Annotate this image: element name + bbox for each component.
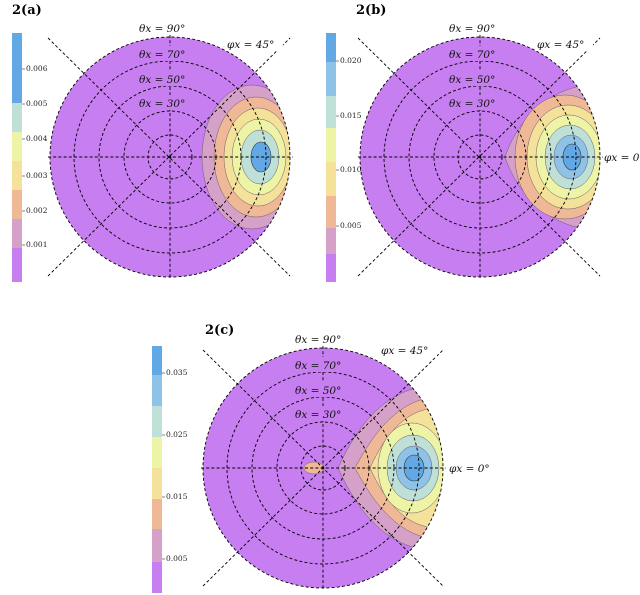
spoke-label: φx = 0 bbox=[604, 152, 640, 164]
colorbar: 0.005 0.015 0.025 0.035 bbox=[152, 346, 188, 593]
ring-label: θx = 90° bbox=[295, 334, 341, 346]
origin-dot bbox=[321, 466, 325, 470]
colorbar-band bbox=[326, 162, 336, 196]
colorbar: 0.005 0.010 0.015 0.020 bbox=[326, 33, 362, 282]
colorbar-tick-label: 0.006 bbox=[26, 64, 48, 73]
colorbar-band bbox=[12, 161, 22, 190]
ring-label: θx = 70° bbox=[449, 49, 495, 61]
spoke-label: φx = 45° bbox=[537, 39, 584, 51]
spoke bbox=[357, 37, 601, 277]
colorbar-band bbox=[152, 529, 162, 562]
ring-label: θx = 30° bbox=[139, 98, 185, 110]
colorbar-tick-label: 0.035 bbox=[166, 368, 188, 377]
spoke bbox=[47, 37, 291, 277]
colorbar-tick-label: 0.005 bbox=[26, 99, 48, 108]
outline bbox=[202, 347, 444, 589]
ring-label: θx = 30° bbox=[295, 409, 341, 421]
panel-a: 2(a) 0.001 0.002 0.003 0.004 0.005 0.006 bbox=[12, 3, 293, 282]
colorbar-band bbox=[326, 228, 336, 254]
angle-labels: θx = 90° θx = 70° θx = 50° θx = 30° φx =… bbox=[293, 331, 490, 475]
colorbar-band bbox=[12, 190, 22, 219]
spoke-label: φx = 45° bbox=[381, 345, 428, 357]
spoke-label: φx = 45° bbox=[227, 39, 274, 51]
panel-label: 2(c) bbox=[205, 323, 234, 338]
colorbar-band bbox=[152, 562, 162, 593]
colorbar: 0.001 0.002 0.003 0.004 0.005 0.006 bbox=[12, 33, 48, 282]
ring-label: θx = 90° bbox=[449, 23, 495, 35]
ring-label: θx = 50° bbox=[295, 385, 341, 397]
colorbar-band bbox=[152, 468, 162, 499]
colorbar-band bbox=[12, 103, 22, 132]
colorbar-band bbox=[152, 499, 162, 529]
colorbar-band bbox=[152, 375, 162, 406]
colorbar-band bbox=[152, 437, 162, 468]
colorbar-band bbox=[326, 62, 336, 96]
colorbar-tick-label: 0.015 bbox=[166, 492, 188, 501]
ring-90 bbox=[383, 60, 577, 254]
spoke bbox=[357, 37, 601, 277]
ring-label: θx = 70° bbox=[139, 49, 185, 61]
ring-label: θx = 30° bbox=[449, 98, 495, 110]
colorbar-band bbox=[326, 196, 336, 228]
colorbar-band bbox=[152, 406, 162, 437]
spoke-label: φx = 0° bbox=[449, 463, 490, 475]
outline bbox=[49, 36, 291, 278]
panel-c: 2(c) 0.005 0.015 0.025 0.035 bbox=[152, 323, 490, 593]
origin-dot bbox=[478, 155, 482, 159]
colorbar-tick-label: 0.004 bbox=[26, 134, 48, 143]
ring-90 bbox=[226, 371, 420, 565]
colorbar-band bbox=[12, 132, 22, 161]
spoke bbox=[47, 37, 291, 277]
colorbar-tick-label: 0.001 bbox=[26, 240, 47, 249]
colorbar-band bbox=[12, 219, 22, 248]
outline bbox=[359, 36, 601, 278]
colorbar-tick-label: 0.005 bbox=[166, 554, 188, 563]
polar-grid bbox=[357, 35, 603, 279]
angle-labels: θx = 90° θx = 70° θx = 50° θx = 30° φx =… bbox=[447, 20, 640, 164]
colorbar-band bbox=[326, 33, 336, 62]
panel-b: 2(b) 0.005 0.010 0.015 0.020 bbox=[326, 3, 640, 282]
colorbar-band bbox=[326, 96, 336, 128]
colorbar-tick-label: 0.005 bbox=[340, 221, 362, 230]
colorbar-tick-label: 0.003 bbox=[26, 171, 48, 180]
angle-labels: θx = 90° θx = 70° θx = 50° θx = 30° φx =… bbox=[137, 20, 283, 110]
colorbar-band bbox=[326, 254, 336, 282]
colorbar-tick-label: 0.010 bbox=[340, 165, 362, 174]
ring-label: θx = 90° bbox=[139, 23, 185, 35]
polar-grid bbox=[47, 35, 293, 279]
colorbar-band bbox=[152, 346, 162, 375]
ring-label: θx = 70° bbox=[295, 360, 341, 372]
colorbar-tick-label: 0.002 bbox=[26, 206, 48, 215]
panel-label: 2(b) bbox=[356, 3, 386, 18]
colorbar-tick-label: 0.025 bbox=[166, 430, 188, 439]
ring-90 bbox=[73, 60, 267, 254]
colorbar-tick-label: 0.015 bbox=[340, 111, 362, 120]
origin-dot bbox=[168, 155, 172, 159]
colorbar-band bbox=[12, 33, 22, 103]
colorbar-tick-label: 0.020 bbox=[340, 56, 362, 65]
ring-label: θx = 50° bbox=[449, 74, 495, 86]
colorbar-band bbox=[326, 128, 336, 162]
panel-label: 2(a) bbox=[12, 3, 42, 18]
ring-label: θx = 50° bbox=[139, 74, 185, 86]
colorbar-band bbox=[12, 248, 22, 282]
